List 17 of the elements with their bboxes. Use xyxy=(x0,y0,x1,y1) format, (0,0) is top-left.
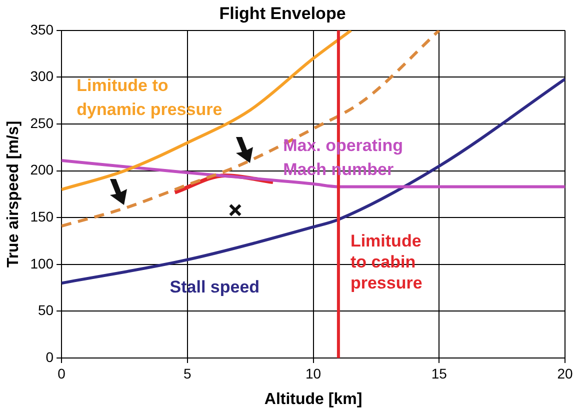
y-tick-label: 250 xyxy=(30,114,54,131)
y-tick-label: 150 xyxy=(30,208,54,224)
x-tick-label: 0 xyxy=(58,365,66,382)
y-tick-label: 350 xyxy=(30,21,54,38)
line-series xyxy=(62,30,441,228)
x-axis-title: Altitude [km] xyxy=(264,390,362,408)
x-tick-label: 15 xyxy=(431,365,448,382)
x-tick-label: 10 xyxy=(305,365,322,382)
y-axis-title: True airspeed [m/s] xyxy=(5,120,22,268)
y-tick-label: 300 xyxy=(30,68,54,84)
y-tick-label: 50 xyxy=(38,302,54,318)
x-tick-label: 20 xyxy=(557,365,573,382)
y-tick-label: 0 xyxy=(46,348,54,365)
chart-title: Flight Envelope xyxy=(219,4,346,23)
y-tick-label: 200 xyxy=(30,162,54,178)
x-tick-label: 5 xyxy=(184,365,192,382)
y-tick-label: 100 xyxy=(30,255,54,272)
